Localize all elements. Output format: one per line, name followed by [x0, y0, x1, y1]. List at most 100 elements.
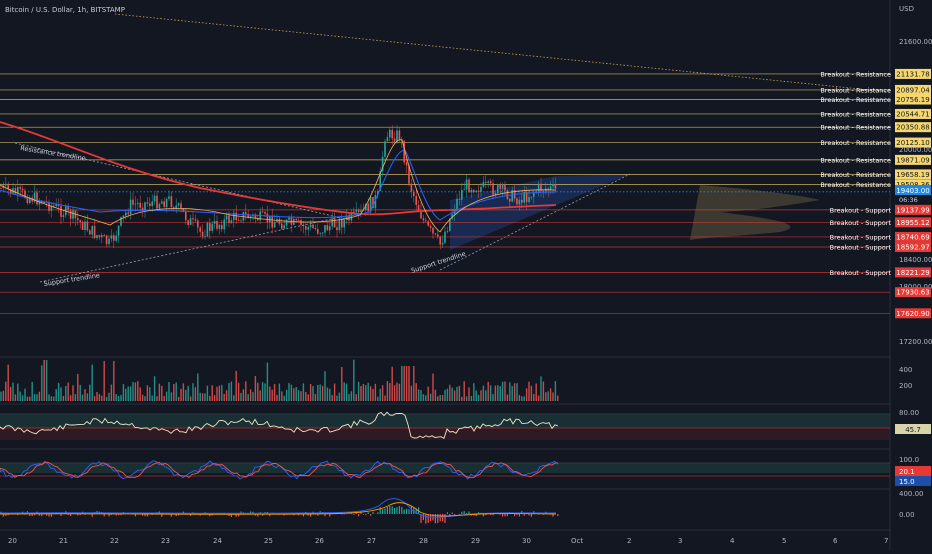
volume-bar: [240, 393, 241, 401]
volume-bar: [536, 383, 537, 401]
candle-body: [70, 210, 72, 219]
macd-hist-bar: [377, 512, 378, 514]
candle-body: [487, 181, 489, 182]
volume-bar: [550, 388, 551, 401]
time-tick: 20: [8, 537, 17, 545]
macd-hist-bar: [557, 514, 558, 516]
volume-bar: [144, 396, 145, 401]
volume-bar: [416, 383, 417, 401]
volume-bar: [404, 366, 405, 401]
volume-bar: [245, 381, 246, 401]
volume-bar: [221, 385, 222, 401]
macd-hist-bar: [507, 514, 508, 516]
macd-hist-bar: [461, 512, 462, 514]
macd-axis-zero: 0.00: [899, 511, 915, 519]
volume-bar: [264, 383, 265, 401]
volume-bar: [464, 381, 465, 401]
level-labels: Breakout - Resistance Breakout - Resista…: [820, 70, 891, 276]
candle-body: [475, 191, 477, 192]
volume-bar: [384, 396, 385, 401]
symbol-label[interactable]: Bitcoin / U.S. Dollar, 1h, BITSTAMP: [5, 6, 125, 14]
candle-body: [384, 141, 386, 157]
support-price-value: 17930.63: [896, 289, 929, 297]
volume-bar: [77, 374, 78, 401]
candle-body: [264, 212, 266, 214]
volume-bar: [166, 392, 167, 401]
volume-bar: [142, 395, 143, 401]
macd-hist-bar: [92, 514, 93, 517]
candle-body: [394, 139, 396, 142]
time-tick: 30: [522, 537, 531, 545]
volume-bar: [125, 389, 126, 401]
volume-bar: [92, 365, 93, 401]
volume-bar: [96, 392, 97, 401]
candle-body: [209, 223, 211, 231]
candle-body: [495, 193, 497, 195]
volume-bar: [425, 395, 426, 401]
volume-bar: [444, 390, 445, 401]
volume-bar: [447, 389, 448, 401]
volume-bar: [440, 395, 441, 401]
candle-body: [240, 221, 242, 222]
candle-body: [283, 225, 285, 228]
stoch-axis-tick: 100.0: [899, 456, 919, 464]
candle-body: [257, 219, 259, 221]
candle-body: [327, 225, 329, 230]
volume-bar: [46, 360, 47, 401]
volume-bar: [468, 387, 469, 401]
volume-bar: [154, 376, 155, 401]
candle-body: [207, 223, 209, 236]
volume-bar: [387, 381, 388, 401]
volume-bar: [279, 384, 280, 401]
candle-body: [245, 212, 247, 214]
volume-bar: [495, 386, 496, 401]
candle-body: [185, 212, 187, 220]
volume-bar: [392, 367, 393, 401]
volume-bar: [524, 396, 525, 401]
macd-hist-bar: [358, 514, 359, 516]
macd-hist-bar: [404, 509, 405, 514]
volume-bar: [322, 386, 323, 401]
time-tick: 27: [367, 537, 376, 545]
candle-body: [432, 228, 434, 234]
candle-body: [36, 192, 38, 204]
macd-hist-bar: [464, 511, 465, 514]
candle-body: [406, 162, 408, 165]
volume-bar: [478, 395, 479, 401]
candle-body: [171, 196, 173, 207]
volume-bar: [267, 363, 268, 401]
volume-bar: [80, 385, 81, 401]
macd-hist-bar: [77, 514, 78, 515]
volume-bar: [135, 382, 136, 401]
volume-bar: [60, 387, 61, 401]
candle-body: [463, 189, 465, 190]
macd-hist-bar: [408, 509, 409, 514]
candle-body: [5, 184, 7, 186]
time-tick: 21: [59, 537, 68, 545]
macd-hist-bar: [60, 514, 61, 516]
candle-body: [125, 213, 127, 216]
volume-bar: [490, 385, 491, 401]
volume-bar: [507, 395, 508, 401]
volume-bar: [185, 390, 186, 401]
volume-bar: [101, 396, 102, 401]
time-tick: Oct: [571, 537, 583, 545]
candle-body: [480, 187, 482, 192]
volume-bar: [375, 384, 376, 401]
candle-body: [341, 219, 343, 228]
volume-bar: [332, 395, 333, 401]
candle-body: [499, 184, 501, 188]
volume-bar: [137, 381, 138, 401]
resistance-price-tags: 21131.78 20897.04 20756.19 20544.71 2035…: [895, 69, 931, 190]
volume-bar: [358, 382, 359, 401]
volume-bar: [430, 394, 431, 401]
candle-body: [262, 212, 264, 213]
volume-bar: [195, 387, 196, 401]
volume-bar: [296, 387, 297, 401]
volume-bar: [226, 390, 227, 401]
candle-body: [0, 188, 2, 189]
volume-bar: [34, 394, 35, 401]
volume-bar: [8, 365, 9, 401]
volume-bar: [48, 394, 49, 401]
